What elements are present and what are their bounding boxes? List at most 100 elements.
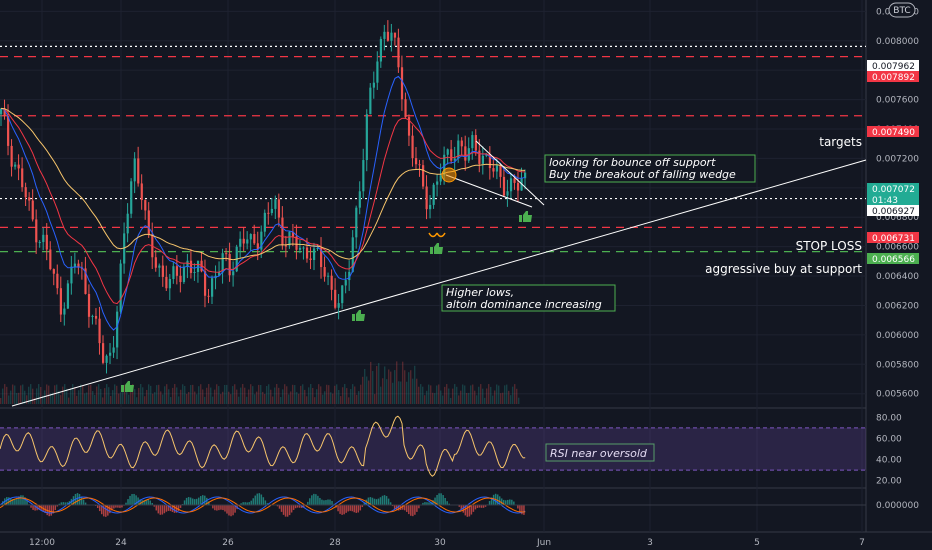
macd-histogram-bar bbox=[113, 505, 115, 509]
volume-bar bbox=[518, 397, 520, 404]
volume-bar bbox=[412, 378, 414, 404]
macd-histogram-bar bbox=[117, 505, 119, 508]
volume-bar bbox=[218, 386, 220, 404]
candle-body bbox=[42, 234, 45, 243]
candle-body bbox=[358, 191, 361, 208]
price-tag-label: 0.007490 bbox=[872, 128, 915, 138]
macd-histogram-bar bbox=[373, 498, 376, 505]
candle-body bbox=[24, 187, 27, 198]
volume-bar bbox=[140, 384, 142, 404]
macd-histogram-bar bbox=[298, 505, 301, 508]
macd-histogram-bar bbox=[410, 505, 412, 516]
volume-bar bbox=[334, 385, 336, 404]
macd-histogram-bar bbox=[353, 505, 355, 513]
stop-loss-label: STOP LOSS bbox=[796, 239, 862, 253]
macd-histogram-bar bbox=[131, 494, 133, 505]
volume-bar bbox=[350, 389, 352, 404]
candle-body bbox=[161, 265, 164, 277]
currency-badge[interactable]: BTC bbox=[888, 2, 916, 18]
macd-histogram-bar bbox=[58, 503, 61, 505]
macd-histogram-bar bbox=[264, 500, 267, 505]
candle-body bbox=[211, 278, 214, 297]
volume-bar bbox=[450, 397, 452, 404]
volume-bar bbox=[42, 395, 44, 404]
volume-bar bbox=[86, 392, 88, 404]
volume-bar bbox=[326, 384, 328, 404]
aggressive-buy-label: aggressive buy at support bbox=[705, 262, 862, 276]
volume-bar bbox=[390, 371, 392, 404]
volume-bar bbox=[34, 397, 36, 404]
volume-bar bbox=[168, 389, 170, 404]
volume-bar bbox=[474, 390, 476, 404]
macd-histogram-bar bbox=[101, 505, 103, 515]
volume-bar bbox=[28, 386, 30, 404]
price-tag-label: 0.007962 bbox=[872, 62, 915, 72]
volume-bar bbox=[154, 392, 156, 404]
macd-histogram-bar bbox=[422, 502, 424, 505]
volume-bar bbox=[254, 394, 256, 404]
candle-body bbox=[288, 231, 291, 246]
candle-body bbox=[443, 154, 446, 176]
candle-body bbox=[45, 234, 48, 250]
volume-bar bbox=[70, 388, 72, 404]
price-tag: 0.007962 bbox=[867, 60, 919, 72]
volume-bar bbox=[114, 384, 116, 404]
macd-histogram-bar bbox=[385, 496, 388, 505]
macd-histogram-bar bbox=[363, 503, 366, 505]
candle-body bbox=[309, 258, 312, 260]
price-tag-bg bbox=[867, 205, 919, 216]
macd-histogram-bar bbox=[519, 505, 521, 513]
volume-bar bbox=[4, 384, 6, 404]
volume-bar bbox=[108, 387, 110, 404]
price-tick-label: 0.008000 bbox=[876, 37, 919, 47]
candle-body bbox=[418, 164, 421, 166]
volume-bar bbox=[514, 384, 516, 404]
volume-bar bbox=[454, 384, 456, 404]
volume-bar bbox=[472, 384, 474, 404]
price-tick-label: 0.007200 bbox=[876, 154, 919, 164]
ema-slow-line bbox=[0, 107, 526, 261]
volume-bar bbox=[230, 394, 232, 404]
volume-bar bbox=[0, 398, 2, 404]
volume-bar bbox=[2, 388, 4, 404]
volume-bar bbox=[104, 388, 106, 404]
macd-histogram-bar bbox=[323, 500, 325, 505]
macd-histogram-bar bbox=[379, 497, 382, 505]
macd-histogram-bar bbox=[292, 505, 295, 510]
macd-histogram-bar bbox=[276, 505, 279, 507]
volume-bar bbox=[400, 381, 402, 404]
volume-bar bbox=[24, 390, 26, 404]
candle-body bbox=[101, 343, 105, 363]
volume-bar bbox=[196, 394, 198, 404]
volume-bar bbox=[128, 394, 130, 404]
macd-histogram-bar bbox=[284, 505, 287, 517]
macd-histogram-bar bbox=[143, 500, 145, 505]
candle-body bbox=[386, 31, 390, 41]
macd-histogram-bar bbox=[478, 505, 481, 508]
candle-body bbox=[376, 61, 379, 83]
volume-bar bbox=[368, 380, 370, 404]
volume-bar bbox=[226, 384, 228, 404]
volume-bar bbox=[494, 390, 496, 404]
volume-bar bbox=[356, 394, 358, 404]
thumbs-up-icon bbox=[352, 310, 365, 321]
volume-bar bbox=[458, 395, 460, 404]
volume-bar bbox=[344, 384, 346, 404]
macd-histogram-bar bbox=[224, 505, 226, 512]
macd-histogram-bar bbox=[163, 505, 166, 514]
volume-bar bbox=[202, 389, 204, 404]
volume-bar bbox=[8, 395, 10, 404]
candle-body bbox=[407, 117, 411, 136]
candle-body bbox=[355, 207, 358, 238]
volume-bar bbox=[166, 384, 168, 404]
macd-histogram-bar bbox=[436, 494, 438, 505]
macd-histogram-bar bbox=[359, 505, 362, 511]
macd-histogram-bar bbox=[361, 505, 364, 508]
volume-bar bbox=[174, 384, 176, 404]
volume-bar bbox=[250, 384, 252, 404]
macd-histogram-bar bbox=[12, 499, 14, 505]
macd-histogram-bar bbox=[288, 505, 291, 516]
macd-histogram-bar bbox=[228, 505, 230, 516]
macd-histogram-bar bbox=[98, 505, 101, 512]
